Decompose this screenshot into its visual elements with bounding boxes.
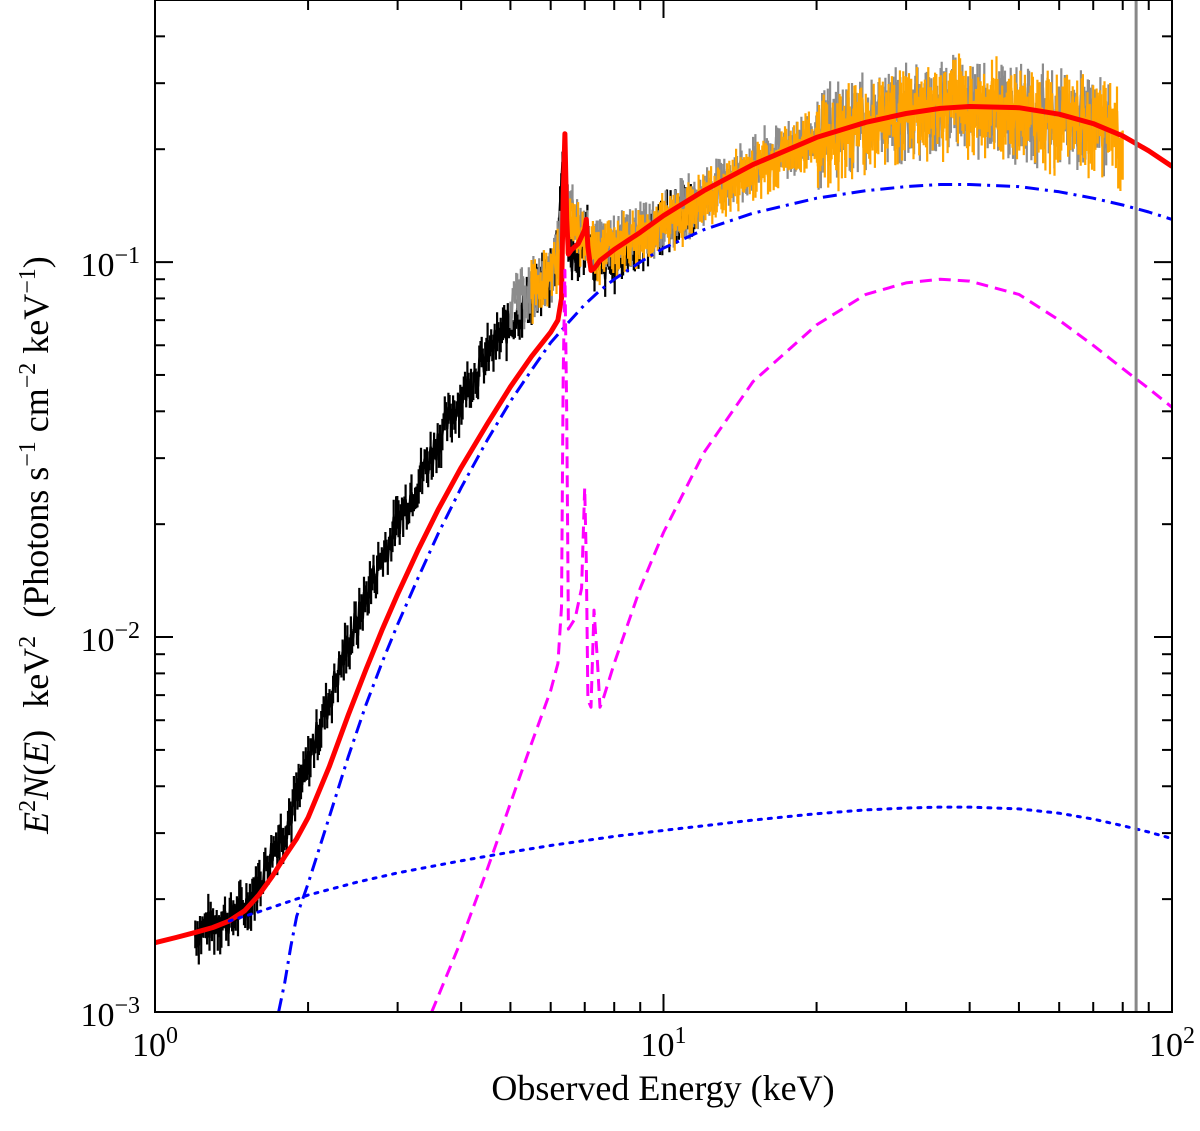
y-tick-label-exp: −1 (114, 243, 140, 269)
model-line-dashdot (277, 183, 1172, 1012)
ylabel-s-exp: −1 (15, 441, 41, 467)
model-line-dotted (227, 805, 1172, 923)
x-axis-label: Observed Energy (keV) (491, 1068, 834, 1108)
ylabel-paren-close: ) (16, 730, 56, 742)
ylabel-kev2: keV (16, 294, 56, 363)
x-tick-label-base: 10 (641, 1027, 675, 1064)
ylabel-cm: cm (16, 388, 56, 441)
y-tick-label: 10−3 (80, 993, 140, 1034)
model-line-total (155, 104, 1172, 946)
ylabel-e: E (16, 812, 56, 835)
ylabel-e2: E (16, 742, 56, 765)
plot-frame (154, 0, 1173, 1013)
svg-text:E2N(E)keV2(Photons s−1 cm−2 ke: E2N(E)keV2(Photons s−1 cm−2 keV−1) (15, 256, 56, 835)
x-tick-label: 100 (132, 1023, 178, 1064)
y-axis-label: E2N(E)keV2(Photons s−1 cm−2 keV−1) (15, 256, 56, 835)
y-tick-label-base: 10 (80, 247, 114, 284)
ylabel-n: N (16, 774, 56, 801)
model-line-dashed (430, 268, 1172, 1012)
ylabel-close: ) (16, 256, 56, 268)
ylabel-e-exp: 2 (15, 800, 41, 812)
ylabel-kev: keV (16, 648, 56, 708)
ylabel-cm-exp: −2 (15, 363, 41, 389)
series-data-hard-b-trace (530, 79, 1124, 304)
x-tick-label-exp: 1 (675, 1023, 687, 1049)
y-tick-label-base: 10 (80, 622, 114, 659)
ylabel-paren-open: ( (16, 764, 56, 776)
ylabel-kev2-exp: −1 (15, 268, 41, 294)
x-tick-label: 101 (641, 1023, 687, 1064)
x-tick-label-exp: 2 (1183, 1023, 1195, 1049)
x-tick-label-exp: 0 (166, 1023, 178, 1049)
series-data-hard-b (530, 53, 1124, 324)
y-tick-label: 10−2 (80, 618, 140, 659)
x-tick-label: 102 (1149, 1023, 1195, 1064)
y-tick-label-exp: −2 (114, 618, 140, 644)
y-tick-label: 10−1 (80, 243, 140, 284)
ylabel-photons: (Photons s (16, 467, 56, 618)
y-tick-label-base: 10 (80, 997, 114, 1034)
y-tick-label-exp: −3 (114, 993, 140, 1019)
series-layer (155, 53, 1172, 1012)
ylabel-kev-exp: 2 (15, 636, 41, 648)
x-tick-label-base: 10 (1149, 1027, 1183, 1064)
x-tick-label-base: 10 (132, 1027, 166, 1064)
